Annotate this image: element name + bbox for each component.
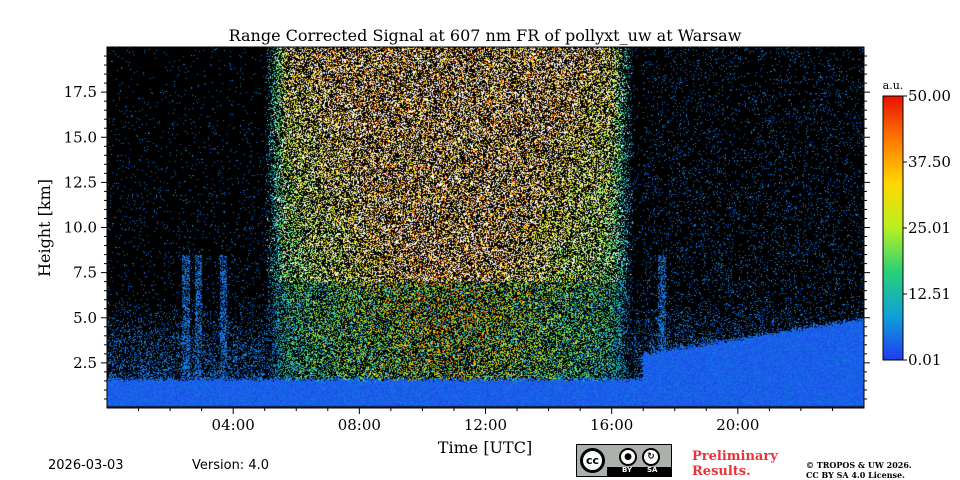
preliminary-results-label: Preliminary Results. <box>692 449 778 479</box>
y-axis: 2.5 5.0 7.5 10.0 12.5 15.0 17.5 <box>64 55 870 400</box>
footer-version: Version: 4.0 <box>192 458 269 473</box>
colorbar-unit: a.u. <box>883 79 904 92</box>
colorbar-tick-label: 50.00 <box>908 87 951 105</box>
y-tick-label: 15.0 <box>64 128 97 146</box>
y-tick-label: 7.5 <box>73 264 97 282</box>
x-tick-label: 04:00 <box>212 416 255 434</box>
y-tick-label: 10.0 <box>64 219 97 237</box>
colorbar-ticks: 0.01 12.51 25.01 37.50 50.00 <box>903 87 951 369</box>
y-axis-label: Height [km] <box>35 179 54 277</box>
signal-image-container <box>107 47 864 408</box>
y-tick-label: 5.0 <box>73 309 97 327</box>
colorbar: a.u. 0.01 12.51 25.01 37.50 50.00 <box>882 79 951 369</box>
x-axis: 04:00 08:00 12:00 16:00 20:00 <box>138 47 833 434</box>
colorbar-gradient <box>882 95 904 361</box>
colorbar-tick-label: 37.50 <box>908 153 951 171</box>
colorbar-tick-label: 25.01 <box>908 219 951 237</box>
colorbar-tick-label: 12.51 <box>908 285 951 303</box>
x-axis-label: Time [UTC] <box>438 438 532 457</box>
y-tick-label: 2.5 <box>73 354 97 372</box>
signal-heatmap <box>107 47 864 408</box>
cc-icon: cc <box>580 448 605 473</box>
x-tick-label: 08:00 <box>338 416 381 434</box>
cc-license-badge[interactable]: cc ● ↻ BY SA <box>576 444 672 477</box>
copyright-license-text: © TROPOS & UW 2026. CC BY SA 4.0 License… <box>806 460 912 480</box>
footer-date: 2026-03-03 <box>48 458 124 473</box>
sa-share-alike-icon: ↻ <box>642 448 660 466</box>
plot-area <box>106 46 865 409</box>
cc-badge-strip: BY SA <box>607 466 671 476</box>
x-tick-label: 12:00 <box>464 416 507 434</box>
cc-by-label: BY <box>622 466 633 474</box>
y-tick-label: 17.5 <box>64 83 97 101</box>
by-person-icon: ● <box>619 448 637 466</box>
cc-sa-label: SA <box>647 466 658 474</box>
chart-title: Range Corrected Signal at 607 nm FR of p… <box>229 26 742 45</box>
x-tick-label: 16:00 <box>590 416 633 434</box>
colorbar-tick-label: 0.01 <box>908 351 941 369</box>
y-tick-label: 12.5 <box>64 173 97 191</box>
x-tick-label: 20:00 <box>716 416 759 434</box>
